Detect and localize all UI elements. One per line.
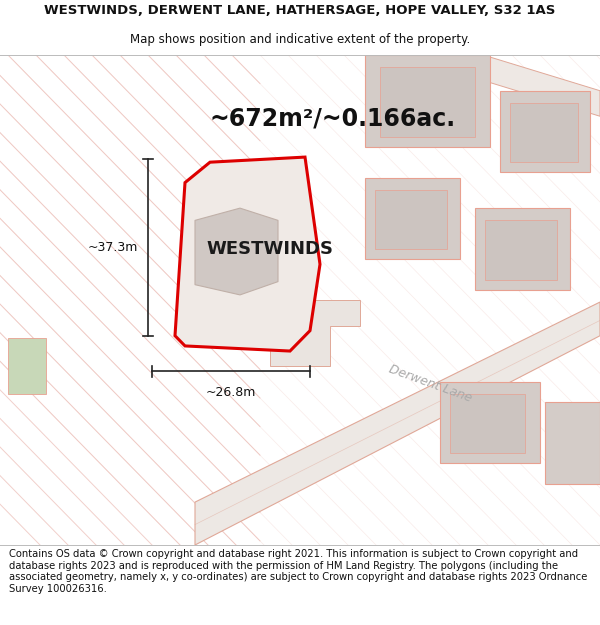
Polygon shape <box>440 382 540 463</box>
Polygon shape <box>195 208 278 295</box>
Bar <box>450 394 525 453</box>
Bar <box>485 221 557 279</box>
Text: Map shows position and indicative extent of the property.: Map shows position and indicative extent… <box>130 33 470 46</box>
Text: Contains OS data © Crown copyright and database right 2021. This information is : Contains OS data © Crown copyright and d… <box>9 549 587 594</box>
Bar <box>510 103 578 162</box>
Text: WESTWINDS, DERWENT LANE, HATHERSAGE, HOPE VALLEY, S32 1AS: WESTWINDS, DERWENT LANE, HATHERSAGE, HOP… <box>44 4 556 18</box>
Polygon shape <box>270 300 360 366</box>
Text: WESTWINDS: WESTWINDS <box>206 240 334 258</box>
Polygon shape <box>365 55 490 147</box>
Polygon shape <box>500 91 590 172</box>
Polygon shape <box>475 208 570 290</box>
Text: Derwent Lane: Derwent Lane <box>386 362 473 405</box>
Bar <box>8 338 46 394</box>
Polygon shape <box>365 177 460 259</box>
Text: ~26.8m: ~26.8m <box>206 386 256 399</box>
Bar <box>380 68 475 137</box>
Bar <box>375 190 447 249</box>
Polygon shape <box>195 302 600 545</box>
Polygon shape <box>400 55 600 116</box>
Polygon shape <box>545 402 600 484</box>
Text: ~37.3m: ~37.3m <box>88 241 138 254</box>
Polygon shape <box>175 157 320 351</box>
Text: ~672m²/~0.166ac.: ~672m²/~0.166ac. <box>210 106 456 130</box>
